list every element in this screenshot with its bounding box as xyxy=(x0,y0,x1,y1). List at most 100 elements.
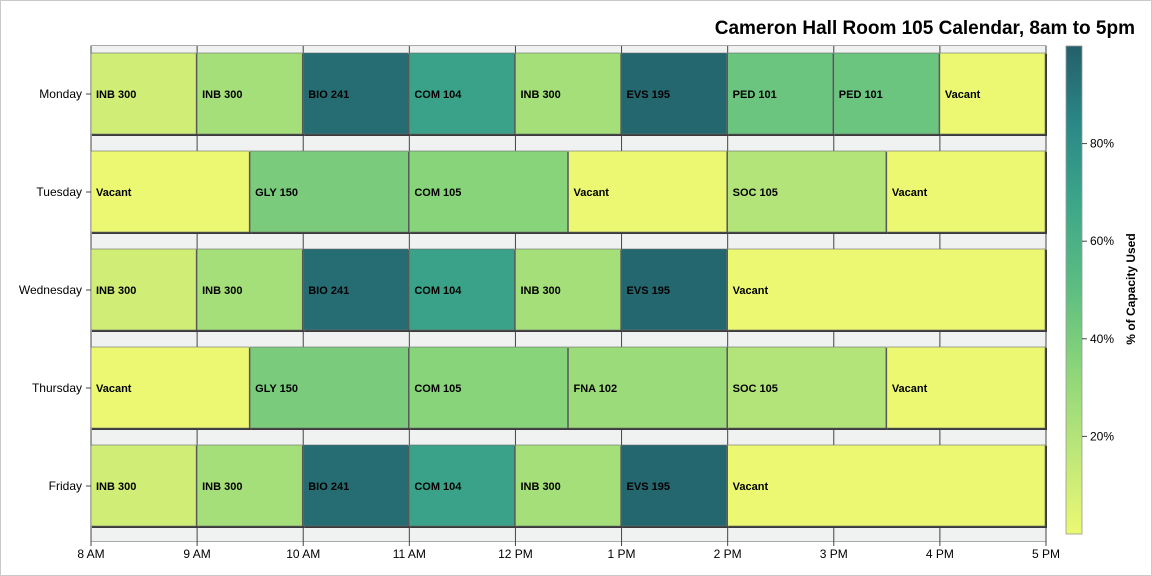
event-bar xyxy=(409,150,568,233)
event-bar xyxy=(196,52,303,135)
event-block: SOC 105 xyxy=(727,346,888,430)
event-block: COM 105 xyxy=(409,150,570,234)
event-block: Vacant xyxy=(727,248,1047,332)
event-bar xyxy=(409,248,515,331)
event-block: COM 104 xyxy=(409,248,517,332)
day-label: Wednesday xyxy=(19,283,82,297)
event-block: EVS 195 xyxy=(621,248,729,332)
event-label: SOC 105 xyxy=(733,383,778,395)
event-block: FNA 102 xyxy=(568,346,729,430)
event-label: Vacant xyxy=(945,89,981,101)
event-bar xyxy=(302,248,409,331)
event-block: SOC 105 xyxy=(727,150,888,234)
event-bar xyxy=(302,444,409,527)
day-label: Tuesday xyxy=(36,185,82,199)
event-label: INB 300 xyxy=(202,89,242,101)
event-bar xyxy=(90,248,197,331)
event-bar xyxy=(515,248,621,331)
colorbar-tick-label: 60% xyxy=(1090,234,1114,248)
event-label: GLY 150 xyxy=(255,187,298,199)
time-tick-label: 1 PM xyxy=(608,547,636,561)
event-block: GLY 150 xyxy=(249,346,411,430)
event-block: Vacant xyxy=(727,444,1047,528)
event-bar xyxy=(886,346,1046,429)
event-label: Vacant xyxy=(733,481,769,493)
event-block: INB 300 xyxy=(90,52,199,136)
event-bar xyxy=(727,52,834,135)
chart-title: Cameron Hall Room 105 Calendar, 8am to 5… xyxy=(715,18,1135,39)
event-label: INB 300 xyxy=(96,89,136,101)
event-label: INB 300 xyxy=(520,285,560,297)
event-bar xyxy=(727,346,887,429)
event-bar xyxy=(196,248,303,331)
time-tick-label: 12 PM xyxy=(498,547,533,561)
event-bar xyxy=(833,52,940,135)
event-label: COM 104 xyxy=(414,481,462,493)
time-tick-label: 4 PM xyxy=(926,547,954,561)
event-label: INB 300 xyxy=(520,481,560,493)
event-block: PED 101 xyxy=(833,52,941,136)
event-label: INB 300 xyxy=(202,481,242,493)
event-label: Vacant xyxy=(574,187,610,199)
event-block: EVS 195 xyxy=(621,52,729,136)
event-label: COM 104 xyxy=(414,285,462,297)
event-bar xyxy=(515,52,621,135)
day-label: Thursday xyxy=(32,381,82,395)
event-bar xyxy=(249,346,409,429)
row-gap xyxy=(91,135,1046,151)
event-block: BIO 241 xyxy=(302,444,411,528)
event-block: PED 101 xyxy=(727,52,835,136)
event-block: INB 300 xyxy=(196,248,305,332)
time-tick-label: 3 PM xyxy=(820,547,848,561)
row-gap xyxy=(91,429,1046,445)
capacity-colorbar: % of Capacity Used 20% 40% 60% 80% xyxy=(1065,45,1138,535)
event-block: COM 104 xyxy=(409,444,517,528)
event-block: BIO 241 xyxy=(302,52,411,136)
event-block: Vacant xyxy=(939,52,1047,136)
event-bar xyxy=(515,444,621,527)
time-tick-label: 11 AM xyxy=(393,547,426,561)
event-label: Vacant xyxy=(96,187,132,199)
colorbar-tick-label: 40% xyxy=(1090,332,1114,346)
event-bar xyxy=(302,52,409,135)
event-label: FNA 102 xyxy=(574,383,618,395)
event-bar xyxy=(727,248,1046,331)
event-block: INB 300 xyxy=(515,444,623,528)
event-label: SOC 105 xyxy=(733,187,778,199)
event-bar xyxy=(568,346,727,429)
event-bar xyxy=(886,150,1046,233)
event-label: Vacant xyxy=(892,187,928,199)
time-tick-label: 10 AM xyxy=(286,547,320,561)
row-gap xyxy=(91,233,1046,249)
event-bar xyxy=(939,52,1046,135)
time-tick-label: 9 AM xyxy=(183,547,210,561)
colorbar-tick-label: 80% xyxy=(1090,137,1114,151)
event-block: EVS 195 xyxy=(621,444,729,528)
event-block: Vacant xyxy=(886,150,1047,234)
event-bar xyxy=(249,150,409,233)
event-label: INB 300 xyxy=(96,481,136,493)
event-block: INB 300 xyxy=(515,248,623,332)
event-bar xyxy=(90,52,197,135)
event-block: COM 105 xyxy=(409,346,570,430)
event-label: COM 104 xyxy=(414,89,462,101)
event-label: Vacant xyxy=(892,383,928,395)
event-bar xyxy=(409,444,515,527)
event-label: INB 300 xyxy=(520,89,560,101)
day-label: Monday xyxy=(39,87,82,101)
event-block: INB 300 xyxy=(90,444,199,528)
event-bar xyxy=(409,346,568,429)
colorbar-ramp xyxy=(1065,45,1083,535)
event-label: GLY 150 xyxy=(255,383,298,395)
colorbar-tick-label: 20% xyxy=(1090,429,1114,443)
event-label: PED 101 xyxy=(733,89,777,101)
event-block: BIO 241 xyxy=(302,248,411,332)
event-bar xyxy=(727,150,887,233)
time-tick-label: 2 PM xyxy=(714,547,742,561)
event-label: EVS 195 xyxy=(627,481,670,493)
event-bar xyxy=(90,150,250,233)
event-block: GLY 150 xyxy=(249,150,411,234)
event-label: BIO 241 xyxy=(308,89,349,101)
